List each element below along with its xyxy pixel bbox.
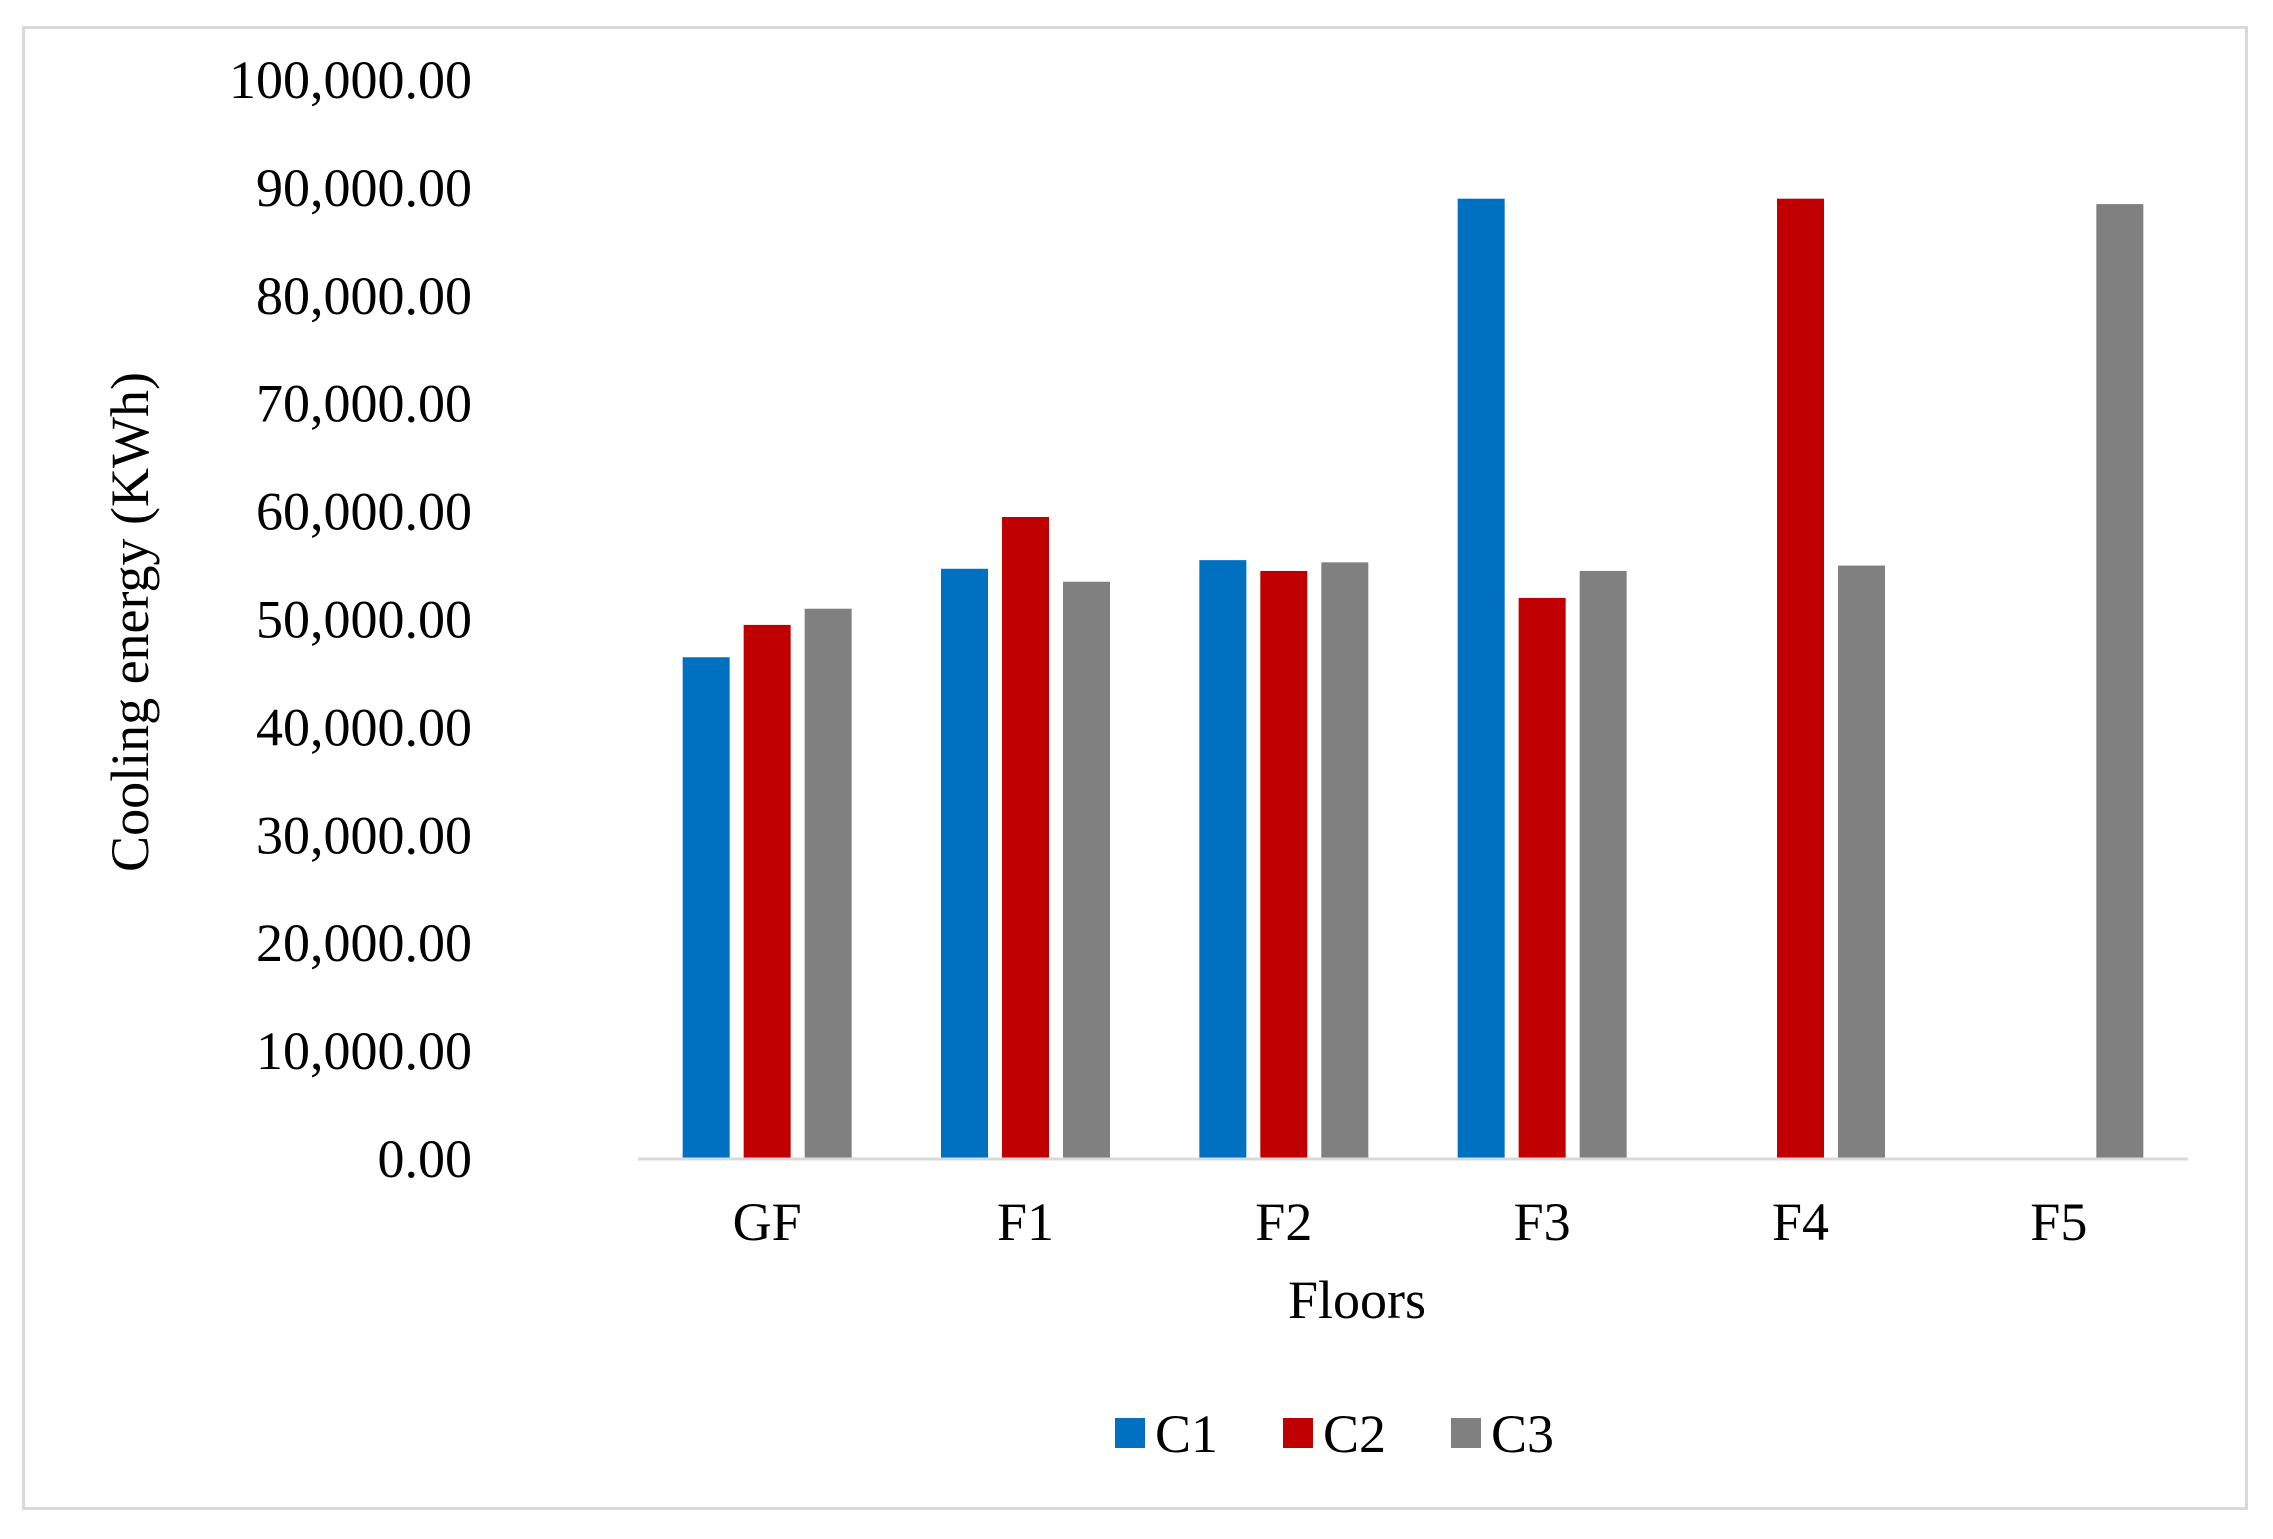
bar-c2-f1 <box>1002 516 1049 1159</box>
y-tick-label: 90,000.00 <box>256 158 472 218</box>
y-tick-label: 70,000.00 <box>256 374 472 434</box>
legend-swatch-c2 <box>1283 1418 1313 1448</box>
y-tick-label: 20,000.00 <box>256 913 472 973</box>
bar-c3-f2 <box>1321 562 1369 1159</box>
x-tick-label: F2 <box>1255 1192 1312 1252</box>
legend-label-c3: C3 <box>1491 1404 1554 1464</box>
y-axis-title: Cooling energy (KWh) <box>100 372 160 872</box>
bar-c2-f2 <box>1260 570 1308 1159</box>
y-tick-label: 60,000.00 <box>256 482 472 542</box>
legend-label-c2: C2 <box>1323 1404 1386 1464</box>
x-tick-label: GF <box>733 1192 802 1252</box>
y-tick-label: 0.00 <box>378 1129 473 1189</box>
legend-label-c1: C1 <box>1155 1404 1218 1464</box>
bar-c3-f3 <box>1579 570 1627 1159</box>
bar-c1-f1 <box>941 568 988 1159</box>
y-tick-label: 100,000.00 <box>229 50 472 110</box>
bar-c3-f4 <box>1838 565 1885 1159</box>
bar-c2-f3 <box>1518 597 1566 1159</box>
bar-c2-gf <box>743 624 791 1159</box>
bar-c3-gf <box>804 608 852 1159</box>
bar-c1-f2 <box>1199 560 1247 1159</box>
bar-c3-f5 <box>2096 204 2144 1159</box>
x-axis-ticks: GF F1 F2 F3 F4 F5 <box>733 1192 2088 1252</box>
legend: C1 C2 C3 <box>1115 1404 1554 1464</box>
bar-c3-f1 <box>1063 581 1110 1159</box>
bar-c1-gf <box>682 657 730 1159</box>
y-tick-label: 80,000.00 <box>256 266 472 326</box>
y-axis-ticks: 0.00 10,000.00 20,000.00 30,000.00 40,000.00… <box>229 50 472 1189</box>
x-tick-label: F5 <box>2030 1192 2087 1252</box>
x-tick-label: F1 <box>997 1192 1054 1252</box>
x-axis-title: Floors <box>1288 1270 1426 1330</box>
bar-c2-f4 <box>1777 198 1824 1159</box>
x-tick-label: F4 <box>1772 1192 1829 1252</box>
x-tick-label: F3 <box>1514 1192 1571 1252</box>
y-tick-label: 50,000.00 <box>256 590 472 650</box>
bar-c1-f3 <box>1457 198 1505 1159</box>
y-tick-label: 30,000.00 <box>256 805 472 865</box>
bars <box>682 198 2144 1159</box>
y-tick-label: 40,000.00 <box>256 697 472 757</box>
legend-swatch-c1 <box>1115 1418 1145 1448</box>
y-tick-label: 10,000.00 <box>256 1021 472 1081</box>
legend-swatch-c3 <box>1451 1418 1481 1448</box>
